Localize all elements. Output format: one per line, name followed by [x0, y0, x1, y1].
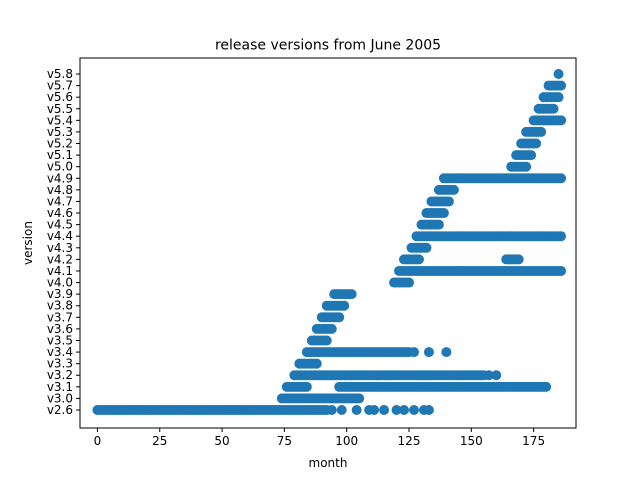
y-tick-label: v3.2 — [47, 368, 73, 382]
y-tick-label: v3.8 — [47, 299, 73, 313]
y-tick-label: v3.3 — [47, 357, 73, 371]
data-point — [404, 277, 415, 288]
y-tick-label: v5.4 — [47, 113, 73, 127]
data-point — [423, 347, 434, 358]
y-tick-label: v4.0 — [47, 276, 73, 290]
y-tick-label: v5.3 — [47, 125, 73, 139]
y-tick-label: v4.6 — [47, 206, 73, 220]
data-point — [369, 405, 380, 415]
y-tick-label: v4.3 — [47, 241, 73, 255]
data-point — [556, 80, 567, 91]
data-point — [553, 92, 564, 103]
data-point — [531, 138, 542, 149]
x-tick-label: 50 — [214, 434, 229, 448]
data-point — [556, 265, 567, 276]
data-point — [556, 115, 567, 126]
y-tick-label: v5.2 — [47, 137, 73, 151]
data-point — [421, 242, 432, 253]
y-tick-label: v4.9 — [47, 171, 73, 185]
data-point — [541, 381, 552, 392]
x-tick-label: 175 — [522, 434, 545, 448]
y-tick-label: v3.1 — [47, 380, 73, 394]
data-point — [326, 323, 337, 334]
data-point — [556, 231, 567, 242]
data-point — [413, 254, 424, 265]
data-point — [351, 405, 362, 415]
data-point — [521, 161, 532, 172]
data-point — [433, 219, 444, 230]
y-tick-label: v5.0 — [47, 160, 73, 174]
y-tick-label: v4.5 — [47, 218, 73, 232]
data-point — [548, 103, 559, 114]
data-point — [311, 358, 322, 369]
x-tick-label: 75 — [277, 434, 292, 448]
x-tick-label: 150 — [460, 434, 483, 448]
y-tick-label: v4.8 — [47, 183, 73, 197]
y-axis-label: version — [21, 221, 35, 265]
x-tick-label: 25 — [152, 434, 167, 448]
data-points — [92, 69, 567, 415]
data-point — [301, 381, 312, 392]
y-tick-label: v3.7 — [47, 310, 73, 324]
data-point — [448, 184, 459, 195]
data-point — [321, 335, 332, 346]
data-point — [408, 347, 419, 358]
data-point — [339, 300, 350, 311]
y-tick-label: v3.9 — [47, 287, 73, 301]
y-tick-label: v4.4 — [47, 229, 73, 243]
data-point — [513, 254, 524, 265]
y-axis-ticks: v2.6v3.0v3.1v3.2v3.3v3.4v3.5v3.6v3.7v3.8… — [47, 67, 80, 417]
plot-frame — [79, 57, 577, 429]
data-point — [354, 393, 365, 404]
y-tick-label: v3.0 — [47, 391, 73, 405]
x-tick-label: 0 — [94, 434, 102, 448]
y-tick-label: v5.7 — [47, 79, 73, 93]
y-tick-label: v5.6 — [47, 90, 73, 104]
y-tick-label: v5.8 — [47, 67, 73, 81]
y-tick-label: v4.2 — [47, 252, 73, 266]
data-point — [536, 126, 547, 137]
data-point — [556, 173, 567, 184]
data-point — [491, 370, 502, 381]
y-tick-label: v3.4 — [47, 345, 73, 359]
data-point — [391, 405, 402, 415]
data-point — [336, 405, 347, 415]
data-point — [441, 347, 452, 358]
x-tick-label: 100 — [335, 434, 358, 448]
data-point — [526, 150, 537, 161]
x-axis-ticks: 0 25 50 75 100 125 150 175 — [94, 428, 545, 448]
data-point — [438, 208, 449, 219]
x-axis-label: month — [309, 456, 348, 470]
data-point — [408, 405, 419, 415]
data-point — [553, 69, 564, 79]
y-tick-label: v3.6 — [47, 322, 73, 336]
data-point — [326, 405, 337, 415]
x-tick-label: 125 — [398, 434, 421, 448]
y-tick-label: v5.1 — [47, 148, 73, 162]
data-point — [399, 405, 410, 415]
y-tick-label: v4.7 — [47, 194, 73, 208]
data-point — [443, 196, 454, 207]
y-tick-label: v5.5 — [47, 102, 73, 116]
data-point — [379, 405, 390, 415]
y-tick-label: v4.1 — [47, 264, 73, 278]
data-point — [346, 289, 357, 300]
chart-title: release versions from June 2005 — [215, 38, 441, 54]
y-tick-label: v2.6 — [47, 403, 73, 417]
y-tick-label: v3.5 — [47, 333, 73, 347]
data-point — [483, 370, 494, 381]
data-point — [423, 405, 434, 415]
data-point — [334, 312, 345, 323]
